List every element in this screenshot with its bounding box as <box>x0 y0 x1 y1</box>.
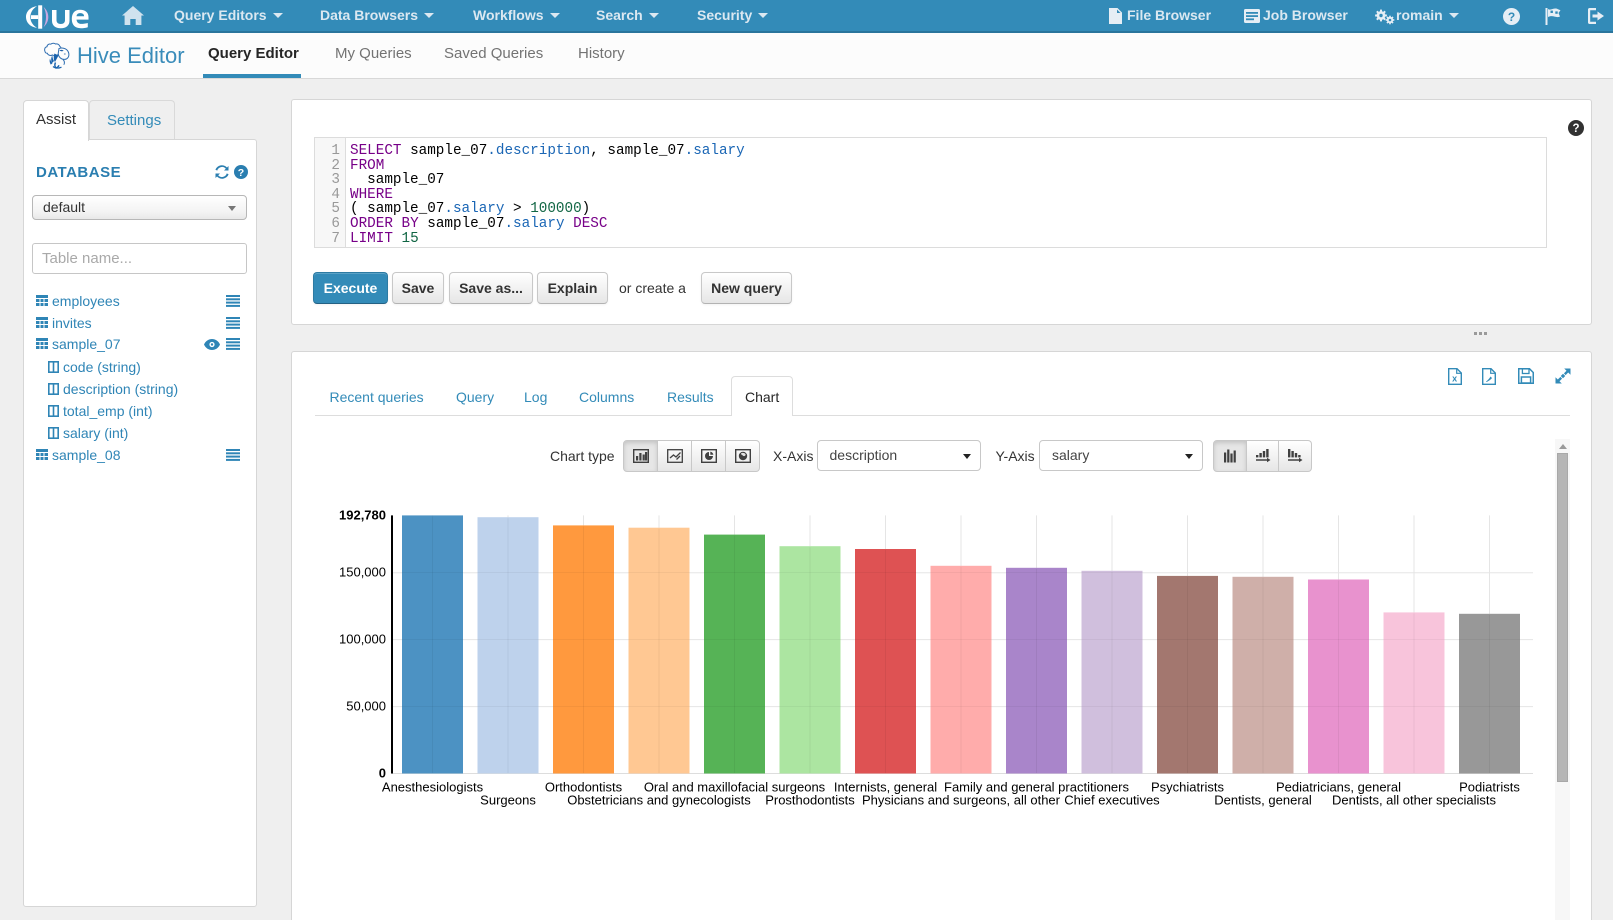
svg-text:?: ? <box>1572 123 1579 135</box>
svg-text:Anesthesiologists: Anesthesiologists <box>382 780 484 795</box>
svg-text:Dentists, all other specialist: Dentists, all other specialists <box>1332 793 1497 808</box>
svg-text:Orthodontists: Orthodontists <box>545 780 623 795</box>
svg-text:Chief executives: Chief executives <box>1064 793 1160 808</box>
svg-text:Family and general practitione: Family and general practitioners <box>944 780 1129 795</box>
svg-text:Pediatricians, general: Pediatricians, general <box>1276 780 1401 795</box>
svg-text:Internists, general: Internists, general <box>834 780 937 795</box>
svg-text:Psychiatrists: Psychiatrists <box>1151 780 1224 795</box>
svg-text:Surgeons: Surgeons <box>480 793 536 808</box>
svg-text:192,780: 192,780 <box>339 507 386 522</box>
svg-text:0: 0 <box>379 766 386 781</box>
svg-text:Podiatrists: Podiatrists <box>1459 780 1520 795</box>
svg-text:100,000: 100,000 <box>339 632 386 647</box>
svg-text:Obstetricians and gynecologist: Obstetricians and gynecologists <box>567 793 751 808</box>
svg-text:x: x <box>1452 374 1457 384</box>
svg-text:150,000: 150,000 <box>339 565 386 580</box>
svg-text:50,000: 50,000 <box>346 699 386 714</box>
svg-text:Oral and maxillofacial surgeon: Oral and maxillofacial surgeons <box>644 780 826 795</box>
svg-text:Prosthodontists: Prosthodontists <box>765 793 855 808</box>
svg-text:?: ? <box>238 167 244 179</box>
svg-text:?: ? <box>1508 10 1515 24</box>
svg-text:Dentists, general: Dentists, general <box>1214 793 1312 808</box>
svg-text:Physicians and surgeons, all o: Physicians and surgeons, all other <box>862 793 1061 808</box>
